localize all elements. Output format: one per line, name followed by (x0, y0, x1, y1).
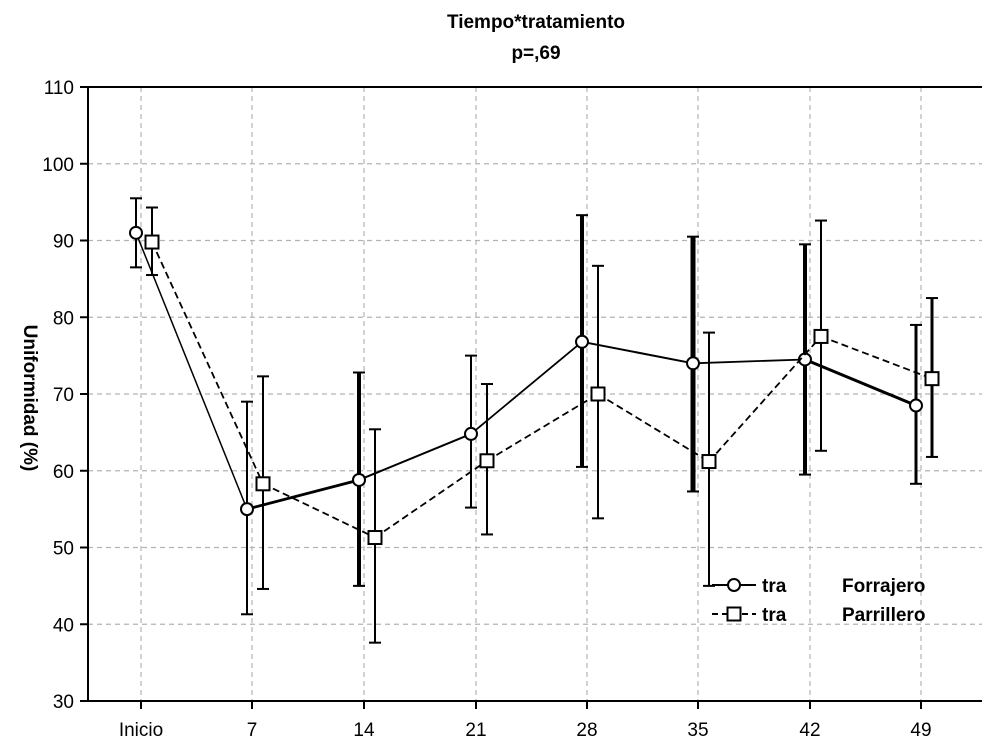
data-point (367, 530, 383, 546)
data-point (924, 371, 940, 387)
plot-frame (87, 86, 982, 702)
x-tick-label: 35 (687, 720, 708, 741)
data-point (255, 476, 271, 492)
axis-ticks: 30 40 50 60 70 80 90 100 110 Inicio 7 14 21 28 35 42 49 (42, 78, 931, 741)
x-tick-label: 7 (247, 720, 258, 741)
series-line-segment (581, 340, 694, 365)
x-tick-label: 14 (353, 720, 375, 741)
y-tick-label: 70 (53, 385, 74, 406)
x-tick-label: Inicio (119, 720, 163, 741)
x-tick-label: 21 (465, 720, 486, 741)
series-parrillero (144, 206, 940, 644)
series-line-segment (374, 460, 488, 539)
y-tick-label: 90 (53, 232, 74, 253)
series-layer (129, 197, 940, 644)
legend: tra Forrajero tra Parrillero (712, 576, 925, 626)
legend-label: Forrajero (842, 576, 925, 597)
series-line-segment (358, 432, 472, 481)
data-point (352, 472, 366, 487)
series-line-segment (470, 341, 583, 435)
data-point (909, 398, 923, 413)
y-tick-label: 60 (53, 462, 74, 483)
data-point (590, 386, 606, 402)
chart-title: Tiempo*tratamiento (447, 12, 625, 33)
data-point (144, 234, 160, 250)
legend-prefix: tra (762, 605, 787, 626)
data-point (464, 426, 478, 441)
data-point (240, 502, 254, 517)
y-tick-label: 50 (53, 539, 74, 560)
y-tick-label: 30 (53, 692, 74, 713)
data-point (479, 453, 495, 469)
legend-marker (727, 578, 741, 592)
series-line-segment (708, 335, 822, 463)
series-line-segment (151, 241, 264, 485)
series-line-segment (820, 335, 933, 380)
x-tick-label: 28 (576, 720, 597, 741)
series-line-segment (135, 232, 248, 510)
x-tick-label: 49 (910, 720, 931, 741)
y-tick-label: 100 (42, 155, 74, 176)
data-point (129, 225, 143, 240)
x-tick-label: 42 (799, 720, 820, 741)
chart-subtitle: p=,69 (511, 43, 560, 64)
legend-item: tra Forrajero (712, 576, 925, 597)
y-tick-label: 40 (53, 615, 74, 636)
series-line-segment (692, 358, 806, 365)
series-line-segment (262, 482, 376, 539)
legend-label: Parrillero (842, 605, 925, 626)
legend-item: tra Parrillero (712, 605, 925, 626)
data-point (575, 334, 589, 349)
y-axis-label: Uniformidad (%) (19, 325, 40, 472)
data-point (701, 454, 717, 470)
legend-marker (726, 606, 742, 622)
series-line-segment (246, 478, 360, 511)
legend-prefix: tra (762, 576, 787, 597)
series-line-segment (804, 358, 917, 407)
series-forrajero (129, 197, 923, 616)
data-point (813, 328, 829, 344)
data-point (686, 356, 700, 371)
y-tick-label: 110 (44, 78, 74, 99)
y-tick-label: 80 (53, 308, 74, 329)
grid (88, 86, 982, 702)
